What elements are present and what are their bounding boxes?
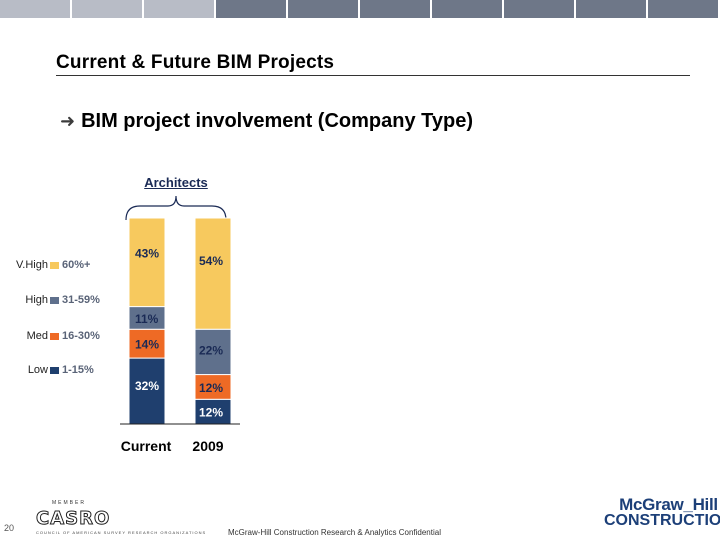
- casro-member-text: MEMBER: [52, 500, 86, 506]
- legend-item-med: Med 16-30%: [0, 330, 100, 342]
- legend-swatch: [50, 261, 59, 269]
- group-label: Architects: [144, 175, 208, 190]
- legend-item-low: Low 1-15%: [0, 364, 94, 376]
- group-brace: [125, 195, 227, 221]
- legend-range: 60%+: [62, 259, 91, 271]
- legend-item-vhigh: V.High 60%+: [0, 259, 90, 271]
- header-tile: [360, 0, 430, 18]
- legend-level: High: [25, 294, 48, 306]
- header-bar: [0, 0, 720, 20]
- legend-level: Low: [27, 364, 48, 376]
- header-tile: [216, 0, 286, 18]
- slide-subtitle: ➜ BIM project involvement (Company Type): [60, 110, 473, 133]
- title-divider: [56, 75, 690, 76]
- page-number: 20: [4, 523, 15, 533]
- category-label-current: Current: [120, 438, 172, 454]
- brand-logo: McGraw_Hill CONSTRUCTION: [604, 495, 720, 529]
- bar-med-current: [128, 328, 166, 359]
- legend-swatch: [50, 366, 59, 374]
- legend-swatch: [50, 296, 59, 304]
- header-tile: [144, 0, 214, 18]
- bar-low-current: [128, 357, 166, 425]
- data-label-vhigh-current: 43%: [135, 247, 159, 261]
- header-tile: [576, 0, 646, 18]
- data-label-med-2009: 12%: [199, 381, 223, 395]
- header-tile: [0, 0, 70, 18]
- bars-layer: 32% 14% 11% 43% 12% 12% 22% 54%: [120, 217, 240, 425]
- legend-range: 16-30%: [62, 330, 100, 342]
- header-tile: [72, 0, 142, 18]
- bar-vhigh-current: [128, 217, 166, 308]
- legend-swatch: [50, 332, 59, 340]
- data-label-low-current: 32%: [135, 379, 159, 393]
- brand-line-2: CONSTRUCTION: [604, 512, 720, 529]
- data-label-med-current: 14%: [135, 338, 159, 352]
- brand-line-1: McGraw_Hill: [619, 495, 718, 514]
- category-label-2009: 2009: [192, 438, 224, 454]
- header-tile: [648, 0, 718, 18]
- casro-tagline: COUNCIL OF AMERICAN SURVEY RESEARCH ORGA…: [36, 530, 207, 535]
- bar-vhigh-2009: [194, 217, 232, 330]
- subtitle-text: BIM project involvement (Company Type): [81, 110, 473, 132]
- header-tile: [504, 0, 574, 18]
- legend-range: 31-59%: [62, 294, 100, 306]
- data-label-vhigh-2009: 54%: [199, 254, 223, 268]
- bar-med-2009: [194, 374, 232, 400]
- header-tile: [432, 0, 502, 18]
- legend-item-high: High 31-59%: [0, 294, 100, 306]
- arrow-bullet-icon: ➜: [60, 111, 76, 131]
- footer-text: McGraw-Hill Construction Research & Anal…: [228, 528, 441, 537]
- slide-title: Current & Future BIM Projects: [56, 52, 335, 73]
- legend-range: 1-15%: [62, 364, 94, 376]
- data-label-high-2009: 22%: [199, 343, 223, 357]
- bar-low-2009: [194, 398, 232, 425]
- header-tile: [288, 0, 358, 18]
- legend-level: Med: [26, 330, 48, 342]
- legend-level: V.High: [15, 259, 48, 271]
- data-label-low-2009: 12%: [199, 406, 223, 420]
- casro-logo: CASRO: [35, 508, 111, 530]
- bar-high-2009: [194, 328, 232, 376]
- data-label-high-current: 11%: [135, 312, 159, 326]
